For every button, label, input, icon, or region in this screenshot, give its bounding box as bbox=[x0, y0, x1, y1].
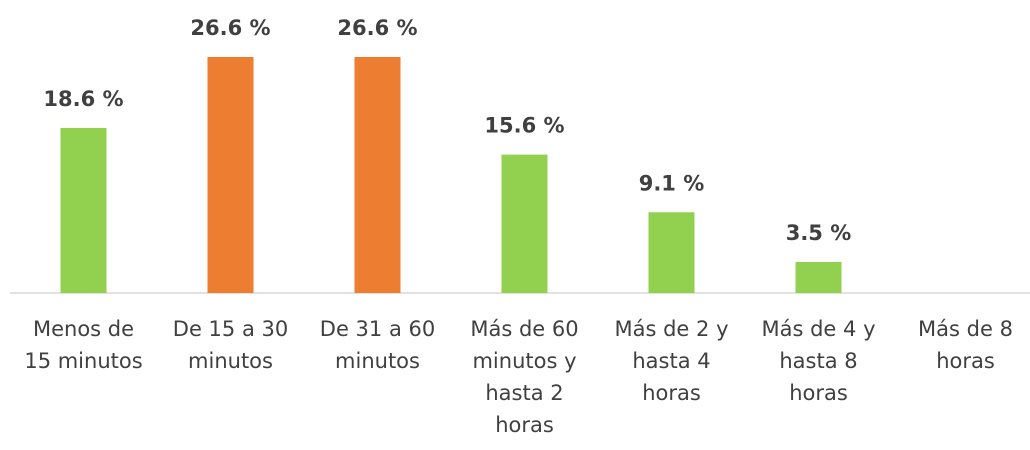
x-tick-label: minutos y bbox=[472, 349, 576, 373]
x-tick-label: Menos de bbox=[33, 317, 134, 341]
x-tick-label: horas bbox=[495, 413, 554, 437]
bar bbox=[795, 261, 842, 293]
x-tick-label: Más de 4 y bbox=[762, 317, 876, 341]
x-tick-label: hasta 2 bbox=[485, 381, 563, 405]
x-tick-label: Más de 8 bbox=[918, 317, 1013, 341]
x-tick-label: De 31 a 60 bbox=[320, 317, 435, 341]
bar bbox=[207, 57, 254, 293]
x-tick-label: minutos bbox=[335, 349, 420, 373]
x-tick-label: horas bbox=[642, 381, 701, 405]
value-label: 15.6 % bbox=[484, 114, 564, 138]
value-label: 26.6 % bbox=[190, 16, 270, 40]
bar bbox=[60, 127, 107, 293]
bar bbox=[354, 57, 401, 293]
x-tick-label: minutos bbox=[188, 349, 273, 373]
bar bbox=[648, 212, 695, 293]
value-label: 3.5 % bbox=[786, 221, 852, 245]
x-tick-label: hasta 4 bbox=[632, 349, 710, 373]
bar bbox=[501, 154, 548, 293]
value-label: 9.1 % bbox=[639, 171, 705, 195]
x-tick-label: horas bbox=[936, 349, 995, 373]
value-label: 26.6 % bbox=[337, 16, 417, 40]
x-tick-label: De 15 a 30 bbox=[173, 317, 288, 341]
x-tick-label: Más de 2 y bbox=[615, 317, 729, 341]
x-tick-label: 15 minutos bbox=[24, 349, 142, 373]
x-tick-label: hasta 8 bbox=[779, 349, 857, 373]
value-label: 18.6 % bbox=[43, 87, 123, 111]
x-tick-label: Más de 60 bbox=[470, 317, 578, 341]
x-tick-label: horas bbox=[789, 381, 848, 405]
